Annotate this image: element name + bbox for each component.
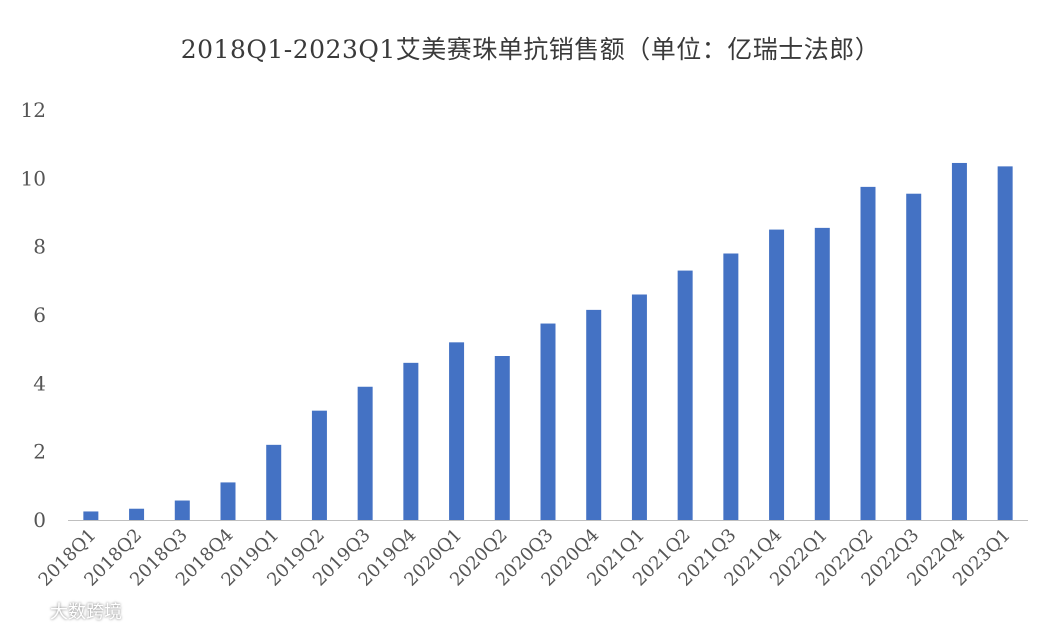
bar	[951, 162, 967, 521]
bar	[906, 193, 922, 521]
bars	[83, 162, 1013, 521]
bar	[677, 270, 693, 520]
x-axis-ticks: 2018Q12018Q22018Q32018Q42019Q12019Q22019…	[35, 525, 1015, 591]
y-tick-label: 6	[33, 303, 46, 327]
bar	[403, 362, 419, 520]
watermark: 大数跨境	[14, 598, 122, 624]
bar	[769, 229, 785, 521]
y-tick-label: 2	[33, 440, 46, 464]
bar	[997, 166, 1013, 520]
bar	[83, 511, 99, 520]
bar	[357, 386, 373, 520]
bar	[814, 227, 830, 520]
y-tick-label: 12	[21, 98, 46, 122]
bar	[540, 323, 556, 520]
bar	[311, 410, 327, 520]
chart-title: 2018Q1-2023Q1艾美赛珠单抗销售额（单位：亿瑞士法郎）	[180, 35, 881, 64]
bar	[129, 508, 145, 520]
y-tick-label: 10	[21, 166, 46, 190]
bar	[266, 444, 282, 520]
bar	[631, 294, 647, 520]
bar	[449, 342, 465, 520]
y-tick-label: 4	[33, 371, 46, 395]
watermark-text: 大数跨境	[50, 602, 122, 623]
y-tick-label: 8	[33, 235, 46, 259]
y-axis-ticks: 0 2 4 6 8 10 12	[21, 98, 46, 532]
bar	[723, 253, 739, 520]
bar	[860, 186, 876, 520]
bar	[174, 500, 190, 520]
logo-icon	[14, 605, 42, 621]
y-tick-label: 0	[33, 508, 46, 532]
bar	[494, 356, 510, 520]
bar	[586, 309, 602, 520]
bar	[220, 482, 236, 520]
